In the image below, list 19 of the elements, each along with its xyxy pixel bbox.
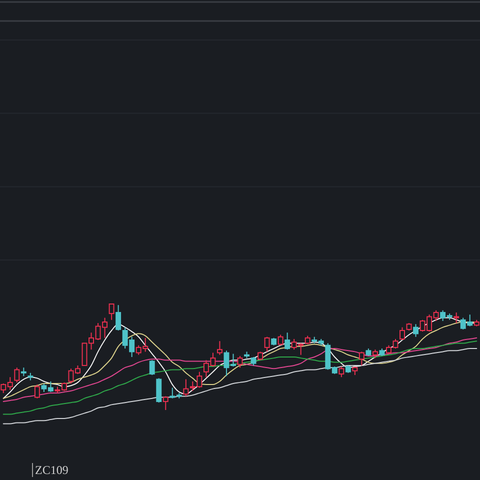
text: ZC109 [35, 463, 68, 477]
candlestick [278, 334, 284, 346]
candlestick [183, 378, 189, 397]
candlestick [162, 396, 168, 410]
candlestick [400, 326, 405, 341]
candlestick [108, 304, 114, 320]
candlestick [156, 378, 162, 404]
candlestick [264, 336, 270, 352]
candlestick [216, 340, 222, 356]
candlestick [284, 332, 290, 350]
candlestick [14, 367, 20, 383]
candlestick [237, 355, 243, 368]
candlestick [413, 324, 419, 338]
candlestick [34, 384, 40, 399]
candlestick [358, 351, 364, 366]
candlestick [338, 366, 344, 378]
candlestick [454, 312, 460, 324]
candlestick [149, 360, 155, 376]
candlestick [116, 304, 122, 331]
